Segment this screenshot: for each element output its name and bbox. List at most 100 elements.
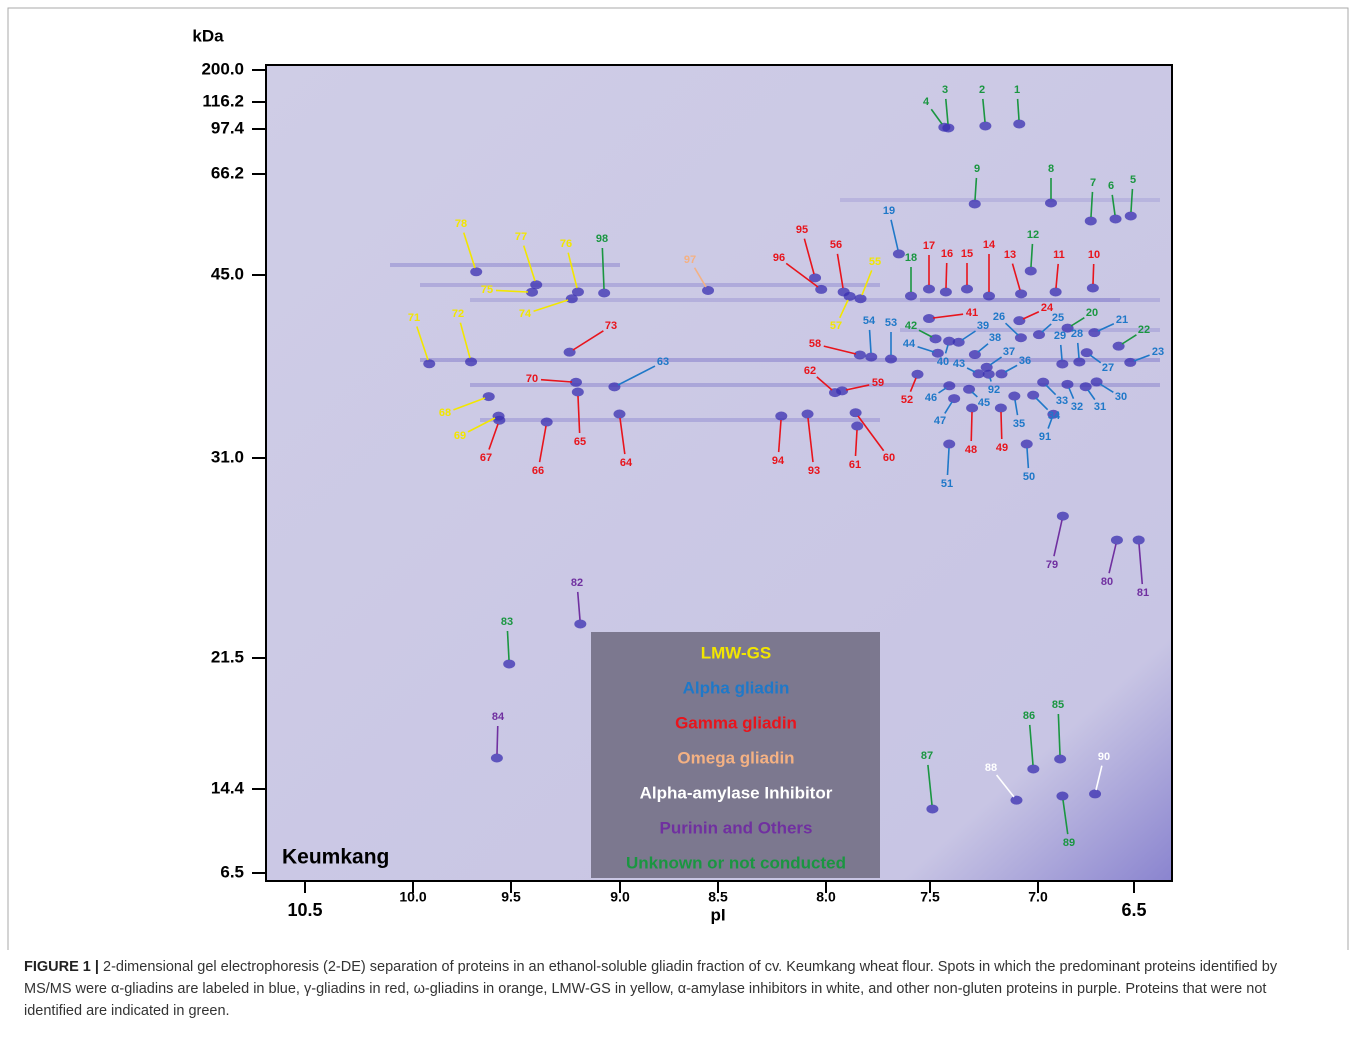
spot-label: 61 bbox=[849, 459, 861, 471]
gel-spot bbox=[775, 411, 788, 421]
legend-item: Unknown or not conducted bbox=[626, 853, 846, 872]
spot-label: 69 bbox=[454, 430, 466, 442]
spot-label: 90 bbox=[1098, 751, 1110, 763]
x-tick-label: 8.5 bbox=[708, 889, 728, 905]
leader-line bbox=[1111, 194, 1116, 216]
spot-label: 50 bbox=[1023, 471, 1035, 483]
gel-spot bbox=[1089, 789, 1102, 799]
gel-spot bbox=[1110, 535, 1123, 545]
gel-spot bbox=[1088, 328, 1101, 338]
gel-spot bbox=[1024, 266, 1037, 276]
leader-line bbox=[1099, 383, 1114, 393]
leader-line bbox=[944, 98, 949, 125]
spot-label: 98 bbox=[596, 233, 608, 245]
leader-line bbox=[845, 384, 870, 391]
spot-label: 65 bbox=[574, 436, 586, 448]
leader-line bbox=[459, 322, 471, 359]
gel-spot bbox=[525, 287, 538, 297]
gel-spot bbox=[837, 287, 850, 297]
spot-label: 3 bbox=[942, 84, 948, 96]
gel-spot bbox=[613, 409, 626, 419]
gel-spot bbox=[563, 347, 576, 357]
leader-line bbox=[1041, 323, 1052, 333]
x-axis-title: pI bbox=[710, 905, 725, 924]
spot-label: 48 bbox=[965, 444, 977, 456]
gel-spot bbox=[961, 284, 973, 294]
spot-label: 92 bbox=[988, 384, 1000, 396]
leader-line bbox=[839, 299, 849, 319]
spot-label: 72 bbox=[452, 308, 464, 320]
spot-label: 38 bbox=[989, 332, 1001, 344]
spot-label: 85 bbox=[1052, 699, 1064, 711]
gel-spot bbox=[943, 381, 956, 391]
leader-line bbox=[1026, 447, 1030, 469]
spot-label: 31 bbox=[1094, 401, 1106, 413]
x-tick-label: 7.5 bbox=[920, 889, 940, 905]
leader-line bbox=[909, 377, 917, 392]
gel-spot bbox=[939, 287, 952, 297]
leader-line bbox=[868, 329, 872, 354]
spot-label: 33 bbox=[1056, 395, 1068, 407]
spot-label: 73 bbox=[605, 320, 617, 332]
leader-line bbox=[1004, 364, 1018, 373]
leader-line bbox=[970, 411, 973, 442]
leader-line bbox=[1108, 543, 1117, 574]
gel-spot bbox=[1015, 289, 1028, 299]
spot-label: 87 bbox=[921, 750, 933, 762]
gel-spots bbox=[423, 119, 1145, 814]
spot-label: 82 bbox=[571, 577, 583, 589]
leader-line bbox=[1055, 263, 1059, 289]
leader-line bbox=[1095, 765, 1103, 791]
gel-spot bbox=[1013, 316, 1026, 326]
x-tick-label: 9.5 bbox=[501, 889, 521, 905]
spot-label: 43 bbox=[953, 358, 965, 370]
gel-spot bbox=[574, 619, 587, 629]
gel-spot bbox=[948, 394, 961, 404]
leader-line bbox=[462, 232, 476, 269]
gel-spot bbox=[1013, 119, 1026, 129]
leader-line bbox=[522, 245, 536, 282]
leader-line bbox=[977, 343, 989, 353]
spot-label: 51 bbox=[941, 478, 953, 490]
gel-spot bbox=[923, 284, 935, 294]
spot-label: 56 bbox=[830, 239, 842, 251]
leader-line bbox=[961, 330, 976, 341]
leader-line bbox=[1059, 344, 1063, 361]
spot-label: 49 bbox=[996, 442, 1008, 454]
spot-label: 94 bbox=[772, 455, 785, 467]
caption-text: 2-dimensional gel electrophoresis (2-DE)… bbox=[24, 959, 1278, 1019]
gel-spot bbox=[1027, 390, 1040, 400]
spot-label: 22 bbox=[1138, 324, 1150, 336]
gel-spot bbox=[482, 392, 495, 402]
leader-line bbox=[538, 425, 547, 463]
leader-line bbox=[577, 395, 581, 434]
figure: kDa pI Keumkang 200.0116.297.466.245.031… bbox=[7, 7, 1349, 950]
spot-label: 81 bbox=[1137, 587, 1149, 599]
gel-spot bbox=[565, 294, 578, 304]
sample-name: Keumkang bbox=[282, 846, 389, 869]
leader-line bbox=[777, 419, 782, 453]
leader-line bbox=[946, 447, 950, 476]
leader-line bbox=[1028, 724, 1034, 766]
spot-label: 57 bbox=[830, 320, 842, 332]
gel-spot bbox=[1054, 754, 1067, 764]
leader-line bbox=[1092, 263, 1095, 285]
spot-label: 37 bbox=[1003, 346, 1015, 358]
leader-line bbox=[944, 401, 953, 414]
caption: FIGURE 1 | 2-dimensional gel electrophor… bbox=[24, 956, 1324, 1022]
gel-spot bbox=[952, 337, 965, 347]
spot-label: 7 bbox=[1090, 177, 1096, 189]
leader-line bbox=[1070, 317, 1085, 327]
spot-label: 52 bbox=[901, 394, 913, 406]
spot-label: 21 bbox=[1116, 314, 1128, 326]
leader-line bbox=[1090, 191, 1094, 218]
gel-spot bbox=[979, 121, 992, 131]
x-tick-label: 8.0 bbox=[816, 889, 836, 905]
spot-label: 34 bbox=[1048, 410, 1061, 422]
gel-spot bbox=[1014, 333, 1027, 343]
y-tick-label: 21.5 bbox=[211, 647, 244, 666]
spot-label: 71 bbox=[408, 312, 420, 324]
spot-label: 32 bbox=[1071, 401, 1083, 413]
x-tick-label: 10.5 bbox=[287, 900, 322, 920]
gel-spot bbox=[470, 267, 483, 277]
